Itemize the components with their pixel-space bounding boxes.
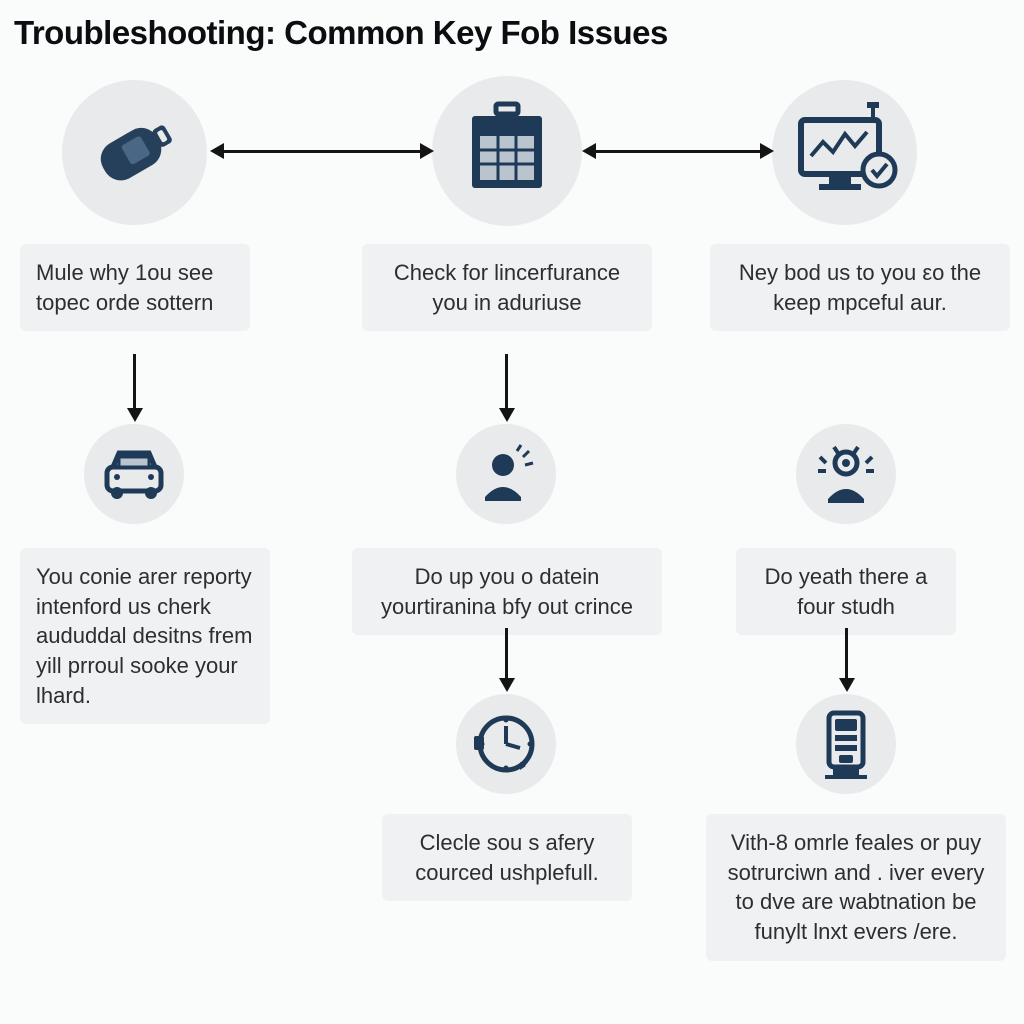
arrow-down-c1-1 — [133, 354, 136, 410]
calendar-icon — [452, 96, 562, 206]
arrowhead-left-1 — [210, 143, 224, 159]
step-r1c2-circle — [432, 76, 582, 226]
step-r2c3-text: Do yeath there a four studh — [736, 548, 956, 635]
arrow-down-c2-1 — [505, 354, 508, 410]
person-alert-icon — [806, 437, 886, 511]
step-r2c2-circle — [456, 424, 556, 524]
step-r3c3-circle — [796, 694, 896, 794]
arrowhead-left-2 — [582, 143, 596, 159]
car-icon — [97, 437, 171, 511]
monitor-check-icon — [785, 98, 905, 208]
arrowhead-right-1 — [420, 143, 434, 159]
arrowhead-down-c3-2 — [839, 678, 855, 692]
step-r3c3-text: Vith-8 omrle feales or puy sotrurciwn an… — [706, 814, 1006, 961]
step-r1c3-text: Ney bod us to you εo the keep mpceful au… — [710, 244, 1010, 331]
step-r2c1-circle — [84, 424, 184, 524]
page-title: Troubleshooting: Common Key Fob Issues — [14, 14, 668, 52]
arrow-r1c2-r1c3 — [594, 150, 762, 153]
step-r2c1-text: You conie arer reporty intenford us cher… — [20, 548, 270, 724]
person-confused-icon — [469, 437, 543, 511]
arrow-r1c1-r1c2 — [222, 150, 422, 153]
arrow-down-c2-2 — [505, 628, 508, 680]
device-icon — [811, 705, 881, 783]
arrowhead-right-2 — [760, 143, 774, 159]
step-r1c1-circle — [62, 80, 207, 225]
step-r3c2-circle — [456, 694, 556, 794]
arrowhead-down-c2-2 — [499, 678, 515, 692]
step-r2c3-circle — [796, 424, 896, 524]
step-r1c1-text: Mule why 1ou see topec orde sottern — [20, 244, 250, 331]
arrowhead-down-c1-1 — [127, 408, 143, 422]
step-r3c2-text: Clecle sou s afery courced ushplefull. — [382, 814, 632, 901]
arrow-down-c3-2 — [845, 628, 848, 680]
key-fob-icon — [80, 98, 190, 208]
clock-icon — [468, 706, 544, 782]
step-r1c3-circle — [772, 80, 917, 225]
step-r1c2-text: Check for lincerfurance you in aduriuse — [362, 244, 652, 331]
step-r2c2-text: Do up you o datein yourtiranina bfy out … — [352, 548, 662, 635]
arrowhead-down-c2-1 — [499, 408, 515, 422]
